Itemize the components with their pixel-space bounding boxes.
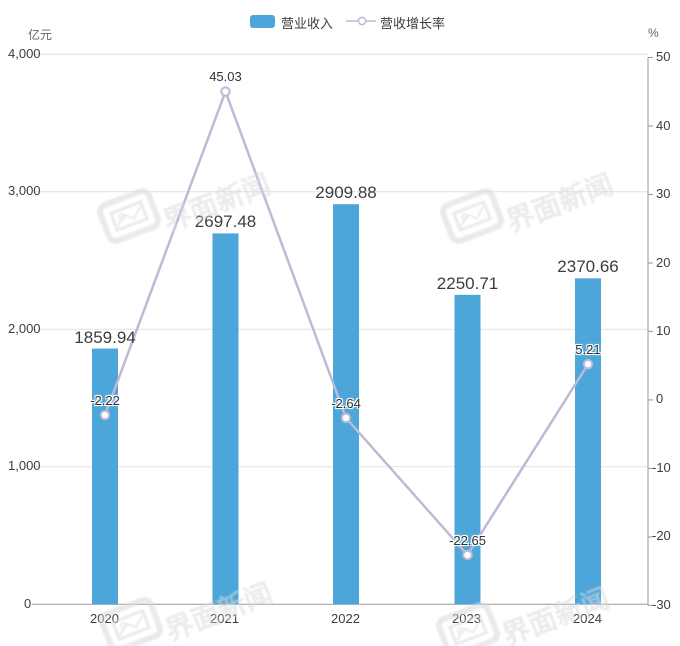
- svg-text:界面新闻: 界面新闻: [502, 169, 618, 238]
- svg-text:界面新闻: 界面新闻: [498, 583, 614, 646]
- svg-text:界面新闻: 界面新闻: [159, 169, 275, 238]
- svg-text:界面新闻: 界面新闻: [161, 578, 277, 646]
